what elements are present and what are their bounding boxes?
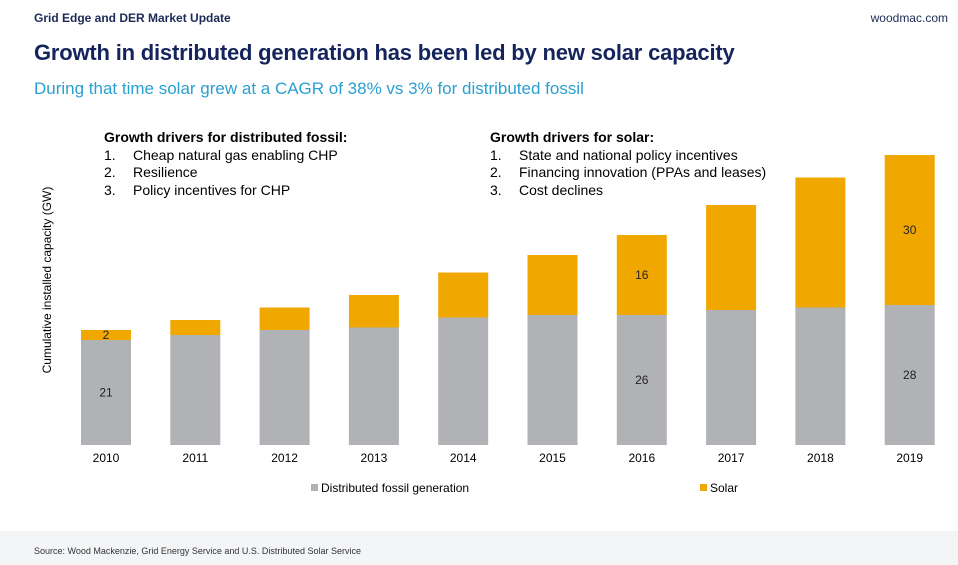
solar-data-label: 2: [103, 328, 110, 342]
x-tick-label: 2014: [450, 451, 477, 465]
x-tick-label: 2011: [182, 451, 208, 465]
slide-subtitle: During that time solar grew at a CAGR of…: [34, 79, 584, 98]
fossil-driver-number: 2.: [104, 164, 116, 180]
x-tick-label: 2019: [896, 451, 923, 465]
solar-bar-segment: [884, 155, 935, 305]
solar-bar-segment: [170, 320, 221, 335]
solar-bar-segment: [616, 235, 667, 315]
fossil-driver-item: 1. Cheap natural gas enabling CHP: [104, 147, 347, 165]
fossil-driver-item: 3. Policy incentives for CHP: [104, 182, 347, 200]
solar-drivers-heading: Growth drivers for solar:: [490, 129, 655, 145]
fossil-drivers-heading: Growth drivers for distributed fossil:: [104, 129, 348, 145]
solar-driver-number: 2.: [490, 164, 502, 180]
fossil-data-label: 26: [635, 373, 649, 387]
fossil-driver-number: 3.: [104, 181, 116, 198]
brand-link[interactable]: woodmac.com: [870, 11, 948, 25]
fossil-drivers-list: Growth drivers for distributed fossil: 1…: [104, 129, 347, 199]
solar-driver-number: 3.: [490, 181, 502, 198]
fossil-bar-segment: [795, 307, 846, 445]
fossil-data-label: 21: [99, 386, 113, 400]
fossil-bar-segment: [81, 340, 131, 445]
x-tick-label: 2013: [361, 451, 388, 465]
solar-driver-item: 2. Financing innovation (PPAs and leases): [490, 164, 766, 182]
section-header: Grid Edge and DER Market Update: [34, 11, 231, 25]
fossil-bar-segment: [438, 317, 489, 445]
footer-bar: [0, 531, 958, 565]
solar-bar-segment: [706, 205, 757, 310]
solar-driver-text: State and national policy incentives: [519, 146, 738, 163]
solar-bar-segment: [438, 272, 489, 318]
fossil-data-label: 28: [903, 368, 917, 382]
fossil-driver-text: Policy incentives for CHP: [133, 181, 291, 198]
solar-driver-number: 1.: [490, 146, 502, 163]
fossil-bar-segment: [259, 330, 310, 445]
x-tick-label: 2018: [807, 451, 834, 465]
fossil-bar-segment: [706, 310, 757, 445]
legend-label-fossil: Distributed fossil generation: [321, 481, 469, 495]
solar-bar-segment: [527, 255, 578, 315]
solar-driver-item: 3. Cost declines: [490, 182, 766, 200]
x-tick-label: 2010: [93, 451, 120, 465]
x-tick-label: 2015: [539, 451, 566, 465]
source-note: Source: Wood Mackenzie, Grid Energy Serv…: [34, 546, 361, 556]
solar-driver-text: Cost declines: [519, 181, 604, 198]
solar-bar-segment: [81, 330, 131, 340]
solar-drivers-list: Growth drivers for solar: 1. State and na…: [490, 129, 766, 199]
fossil-driver-text: Cheap natural gas enabling CHP: [133, 146, 338, 163]
solar-driver-item: 1. State and national policy incentives: [490, 147, 766, 165]
x-tick-label: 2017: [718, 451, 745, 465]
legend-label-solar: Solar: [710, 481, 738, 495]
fossil-bar-segment: [527, 315, 578, 445]
fossil-bar-segment: [170, 335, 221, 445]
solar-bar-segment: [795, 177, 846, 308]
fossil-driver-text: Resilience: [133, 164, 198, 180]
slide-title: Growth in distributed generation has bee…: [34, 40, 735, 65]
x-tick-label: 2016: [628, 451, 655, 465]
x-tick-label: 2012: [271, 451, 298, 465]
fossil-driver-number: 1.: [104, 146, 116, 163]
legend-swatch-fossil: [311, 484, 318, 491]
legend-swatch-solar: [700, 484, 707, 491]
fossil-bar-segment: [348, 327, 399, 445]
fossil-driver-item: 2. Resilience: [104, 164, 347, 182]
solar-driver-text: Financing innovation (PPAs and leases): [519, 164, 767, 180]
solar-data-label: 16: [635, 268, 649, 282]
fossil-bar-segment: [884, 305, 935, 445]
solar-bar-segment: [259, 307, 310, 330]
solar-data-label: 30: [903, 223, 917, 237]
solar-bar-segment: [348, 295, 399, 328]
fossil-bar-segment: [616, 315, 667, 445]
